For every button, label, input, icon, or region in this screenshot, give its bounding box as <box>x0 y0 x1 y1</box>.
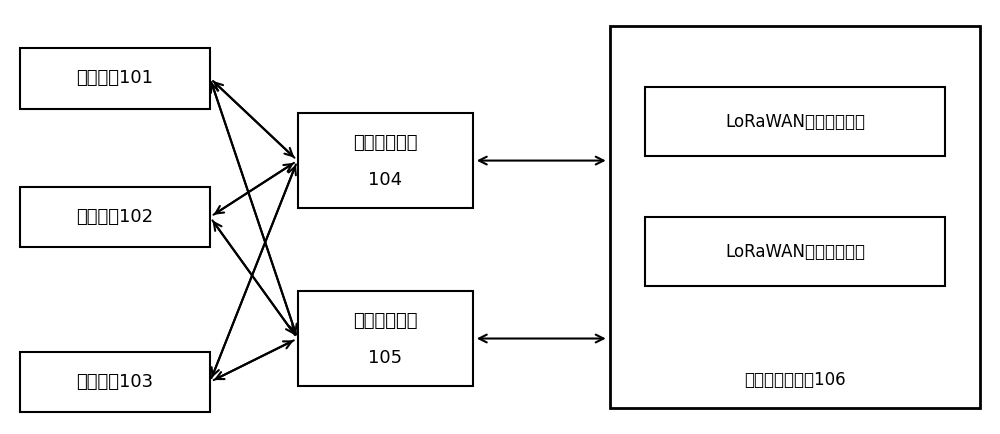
Bar <box>645 87 945 156</box>
Text: 104: 104 <box>368 171 402 189</box>
Text: LoRaWAN网络协议服务: LoRaWAN网络协议服务 <box>725 112 865 131</box>
Bar <box>20 352 210 412</box>
Bar <box>20 187 210 247</box>
Bar <box>298 113 473 208</box>
Text: 通信终端101: 通信终端101 <box>76 69 154 87</box>
Text: 通信终端102: 通信终端102 <box>76 208 154 226</box>
Bar <box>298 291 473 386</box>
Text: 通信终端103: 通信终端103 <box>76 373 154 391</box>
Bar <box>610 26 980 408</box>
Text: 网络协议服务器106: 网络协议服务器106 <box>744 371 846 389</box>
Bar <box>645 217 945 286</box>
Text: 105: 105 <box>368 349 402 367</box>
Text: LoRaWAN网络管理服务: LoRaWAN网络管理服务 <box>725 243 865 261</box>
Text: 网关（基站）: 网关（基站） <box>353 134 417 152</box>
Bar <box>20 48 210 108</box>
Text: 网关（基站）: 网关（基站） <box>353 312 417 330</box>
